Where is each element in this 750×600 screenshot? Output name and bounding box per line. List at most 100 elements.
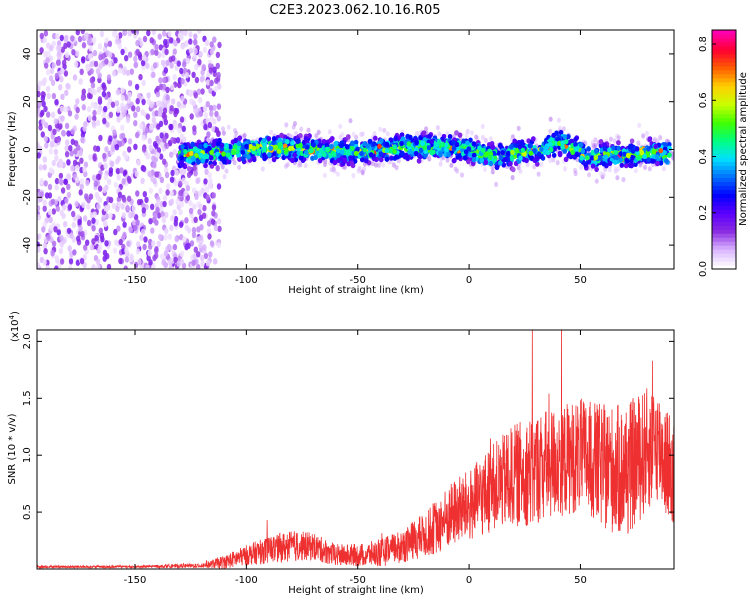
noise-cell — [182, 136, 187, 143]
signal-cell — [618, 157, 623, 163]
signal-cell — [346, 134, 351, 140]
noise-cell — [108, 212, 113, 219]
noise-cell — [93, 180, 99, 188]
noise-cell — [202, 105, 208, 112]
signal-cell — [539, 146, 544, 152]
noise-cell — [49, 224, 54, 232]
noise-cell — [141, 207, 146, 214]
noise-cell — [176, 60, 181, 67]
noise-cell — [196, 30, 202, 34]
signal-cell — [408, 134, 413, 140]
scatter-cell — [221, 130, 226, 136]
noise-cell — [71, 210, 76, 218]
noise-cell — [110, 160, 115, 168]
noise-cell — [91, 36, 97, 43]
noise-cell — [158, 77, 163, 84]
noise-cell — [204, 39, 210, 46]
scatter-cell — [322, 172, 327, 178]
noise-cell — [51, 40, 56, 47]
scatter-cell — [224, 168, 229, 174]
noise-cell — [155, 152, 160, 159]
noise-cell — [151, 71, 156, 79]
noise-cell — [142, 54, 147, 61]
scatter-cell — [382, 127, 387, 133]
noise-cell — [135, 190, 140, 197]
signal-cell — [246, 154, 251, 160]
noise-cell — [58, 247, 64, 255]
noise-cell — [79, 157, 84, 164]
noise-cell — [200, 69, 205, 76]
noise-cell — [104, 240, 109, 247]
noise-cell — [82, 125, 87, 132]
colorbar-segment — [712, 249, 736, 254]
noise-cell — [154, 49, 159, 56]
signal-cell — [193, 146, 198, 152]
signal-cell — [325, 146, 330, 152]
noise-cell — [45, 265, 50, 269]
scatter-cell — [424, 126, 429, 132]
noise-cell — [106, 263, 112, 269]
signal-cell — [471, 157, 477, 163]
noise-cell — [136, 159, 141, 166]
noise-cell — [44, 62, 49, 69]
colorbar-segment — [712, 141, 736, 147]
noise-cell — [207, 233, 212, 240]
noise-cell — [63, 178, 68, 185]
noise-cell — [165, 94, 170, 101]
noise-cell — [194, 76, 200, 84]
signal-cell — [667, 141, 672, 148]
noise-cell — [158, 233, 163, 241]
noise-cell — [42, 164, 47, 171]
noise-cell — [127, 80, 133, 87]
noise-cell — [108, 111, 114, 119]
scatter-cell — [573, 170, 578, 177]
signal-cell — [636, 155, 641, 161]
signal-cell — [279, 132, 284, 138]
signal-cell — [290, 140, 295, 146]
noise-cell — [192, 203, 197, 210]
noise-cell — [159, 153, 164, 160]
noise-cell — [39, 32, 44, 40]
signal-cell — [179, 155, 185, 161]
colorbar-gradient — [712, 30, 736, 270]
signal-cell — [629, 138, 635, 144]
signal-cell — [510, 149, 515, 155]
noise-cell — [174, 169, 179, 176]
colorbar-segment — [712, 229, 736, 234]
noise-cell — [74, 200, 79, 207]
noise-cell — [38, 164, 43, 171]
signal-cell — [232, 144, 238, 150]
noise-cell — [58, 84, 63, 91]
colorbar-segment — [712, 37, 736, 43]
scatter-cell — [483, 137, 488, 143]
signal-cell — [331, 152, 337, 158]
signal-cell — [454, 130, 459, 136]
signal-cell — [465, 140, 470, 146]
noise-cell — [170, 136, 175, 144]
noise-cell — [174, 236, 179, 243]
noise-cell — [103, 162, 108, 170]
noise-cell — [95, 68, 101, 75]
noise-cell — [129, 68, 134, 75]
noise-cell — [55, 33, 60, 40]
noise-cell — [148, 259, 153, 266]
noise-cell — [102, 152, 107, 160]
signal-cell — [427, 133, 432, 139]
scatter-cell — [219, 160, 224, 166]
noise-cell — [74, 113, 79, 120]
scatter-cell — [385, 131, 390, 137]
colorbar-segment — [712, 45, 736, 51]
signal-cell — [304, 149, 309, 155]
noise-cell — [102, 186, 107, 194]
noise-cell — [178, 209, 183, 216]
signal-cell — [463, 149, 469, 155]
noise-cell — [193, 246, 198, 253]
noise-cell — [50, 111, 56, 119]
colorbar-segment — [712, 89, 736, 95]
noise-cell — [188, 38, 193, 45]
noise-cell — [164, 211, 169, 219]
scatter-cell — [396, 158, 401, 164]
noise-cell — [147, 137, 152, 145]
noise-cell — [74, 176, 80, 183]
